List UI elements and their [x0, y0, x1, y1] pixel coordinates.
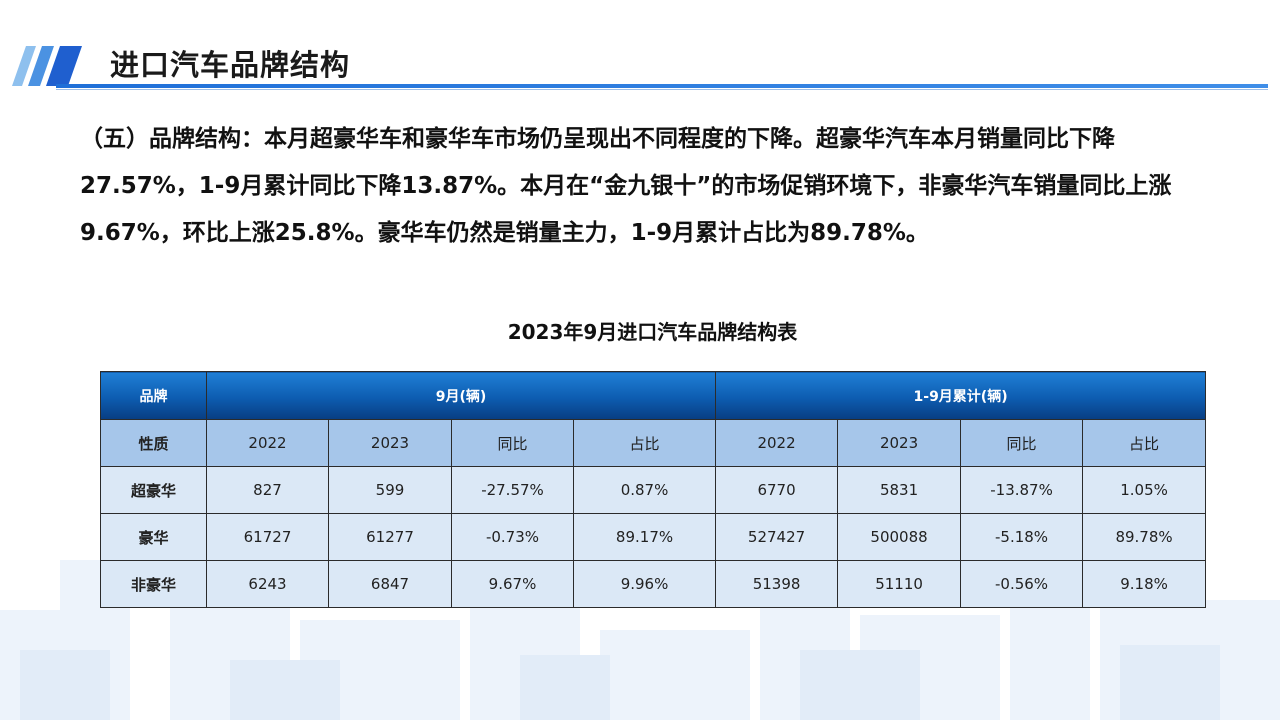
- table-row: 豪华 61727 61277 -0.73% 89.17% 527427 5000…: [100, 513, 1207, 561]
- table-cell: -13.87%: [960, 466, 1084, 514]
- brand-structure-table: 品牌 9月(辆) 1-9月累计(辆) 性质 2022 2023 同比 占比 20…: [100, 371, 1207, 608]
- table-cell: -0.56%: [960, 560, 1084, 608]
- subheader-cell: 同比: [960, 419, 1084, 467]
- title-underline-thin: [56, 89, 1268, 90]
- table-cell: -5.18%: [960, 513, 1084, 561]
- table-cell: 0.87%: [572, 466, 717, 514]
- table-cell: 89.78%: [1082, 513, 1207, 561]
- subheader-cell: 2023: [328, 419, 452, 467]
- table-cell: 61727: [206, 513, 329, 561]
- table-cell: 1.05%: [1082, 466, 1207, 514]
- table-cell: 51398: [715, 560, 839, 608]
- subheader-cell: 2022: [206, 419, 329, 467]
- table-cell: 6847: [328, 560, 452, 608]
- table-cell: 61277: [328, 513, 452, 561]
- table-row: 非豪华 6243 6847 9.67% 9.96% 51398 51110 -0…: [100, 560, 1207, 608]
- table-cell: 827: [206, 466, 329, 514]
- table-cell: 9.67%: [451, 560, 574, 608]
- header-brand: 品牌: [100, 371, 207, 420]
- title-underline: [56, 84, 1268, 88]
- table-cell: 6770: [715, 466, 839, 514]
- table-cell: 9.96%: [572, 560, 717, 608]
- table-cell: -0.73%: [451, 513, 574, 561]
- page-title: 进口汽车品牌结构: [110, 48, 351, 82]
- table-subheader-row: 性质 2022 2023 同比 占比 2022 2023 同比 占比: [100, 419, 1207, 467]
- table-cell: 527427: [715, 513, 839, 561]
- summary-paragraph: （五）品牌结构：本月超豪华车和豪华车市场仍呈现出不同程度的下降。超豪华汽车本月销…: [80, 126, 1172, 246]
- table-cell: 9.18%: [1082, 560, 1207, 608]
- header-month-group: 9月(辆): [205, 371, 717, 420]
- table-cell: 89.17%: [572, 513, 717, 561]
- table-row: 超豪华 827 599 -27.57% 0.87% 6770 5831 -13.…: [100, 466, 1207, 514]
- subheader-cell: 2022: [715, 419, 839, 467]
- subheader-cell: 性质: [100, 419, 207, 467]
- table-cell: 6243: [206, 560, 329, 608]
- header-stripes-decoration: [12, 46, 82, 86]
- table-cell: 51110: [837, 560, 962, 608]
- table-cell: 500088: [837, 513, 962, 561]
- subheader-cell: 占比: [572, 419, 717, 467]
- table-cell: 599: [328, 466, 452, 514]
- table-cell: 5831: [837, 466, 962, 514]
- table-cell: -27.57%: [451, 466, 574, 514]
- subheader-cell: 占比: [1082, 419, 1207, 467]
- header-ytd-group: 1-9月累计(辆): [715, 371, 1207, 420]
- subheader-cell: 2023: [837, 419, 962, 467]
- row-label: 非豪华: [100, 560, 207, 608]
- table-title: 2023年9月进口汽车品牌结构表: [507, 320, 798, 344]
- row-label: 豪华: [100, 513, 207, 561]
- table-header-row: 品牌 9月(辆) 1-9月累计(辆): [100, 371, 1207, 420]
- subheader-cell: 同比: [451, 419, 574, 467]
- row-label: 超豪华: [100, 466, 207, 514]
